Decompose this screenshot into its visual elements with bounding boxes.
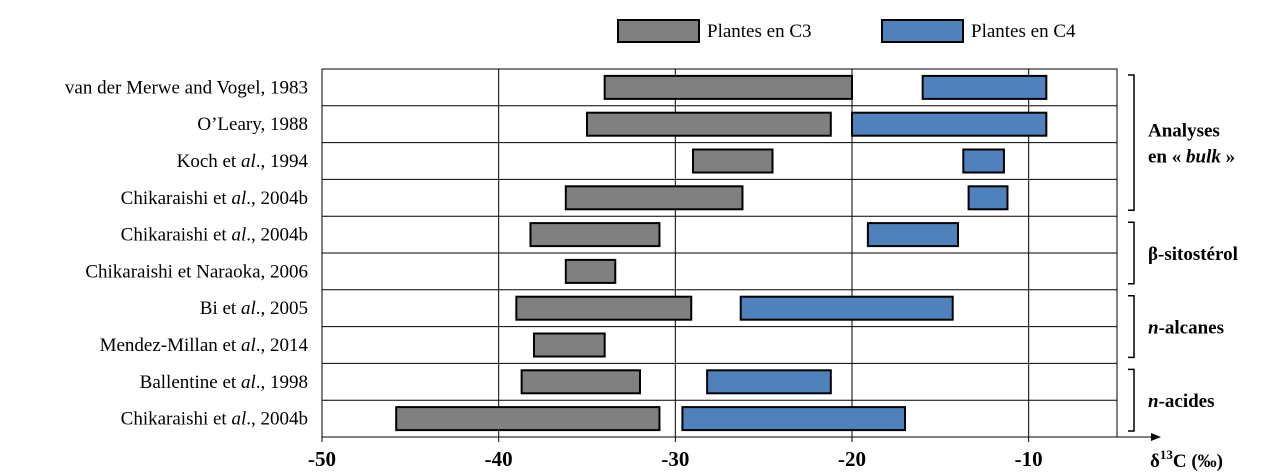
label-segment: ., 2004b (246, 225, 308, 246)
label-segment: ., 2014 (256, 335, 309, 356)
label-segment: al (231, 225, 246, 246)
category-labels: van der Merwe and Vogel, 1983 O’Leary, 19… (65, 77, 309, 429)
c4-bar (962, 148, 1005, 174)
label-segment: n (1148, 318, 1159, 339)
label-segment: -acides (1159, 391, 1215, 412)
group-label: n-acides (1148, 391, 1215, 412)
bars (395, 74, 1048, 432)
label-segment: Chikaraishi et Naraoka, 2006 (85, 261, 308, 282)
group-bracket (1128, 368, 1135, 432)
label-segment: ., 2004b (246, 188, 308, 209)
x-axis: -50 -40 -30 -20 -10 δ13C (‰) (308, 433, 1223, 472)
c3-bar (603, 74, 854, 100)
category-label: van der Merwe and Vogel, 1983 (65, 77, 308, 98)
c3-bar (395, 406, 661, 432)
label-segment: al (231, 188, 246, 209)
label-segment: al (241, 335, 256, 356)
category-label: Chikaraishi et Naraoka, 2006 (85, 261, 308, 282)
x-axis-arrow (1151, 433, 1161, 441)
c4-bar (967, 185, 1009, 211)
legend-label: Plantes en C3 (707, 21, 812, 42)
category-label: O’Leary, 1988 (197, 114, 308, 135)
c3-bar (564, 258, 617, 284)
label-segment: » (1221, 147, 1235, 168)
label-segment: Chikaraishi et (121, 225, 232, 246)
category-label: Mendez-Millan et al., 2014 (100, 335, 309, 356)
c3-bar (586, 111, 832, 137)
c3-bar (564, 185, 744, 211)
group-label: β-sitostérol (1148, 244, 1238, 265)
label-segment: ., 2004b (246, 409, 308, 430)
category-label: Koch et al., 1994 (177, 151, 309, 172)
c3-bar (529, 222, 661, 248)
label-segment: Koch et (177, 151, 241, 172)
label-segment: n (1148, 391, 1159, 412)
label-segment: Ballentine et (140, 372, 241, 393)
category-label: Chikaraishi et al., 2004b (121, 409, 308, 430)
legend-swatch (617, 19, 700, 43)
label-segment: en « (1148, 147, 1186, 168)
legend-label: Plantes en C4 (971, 21, 1076, 42)
category-label: Chikaraishi et al., 2004b (121, 225, 308, 246)
label-segment: bulk (1186, 147, 1221, 168)
label-segment: al (241, 372, 256, 393)
x-tick-label: -10 (1015, 447, 1043, 471)
grid (321, 68, 1118, 438)
c3-bar (533, 332, 606, 358)
c4-bar (706, 369, 832, 395)
category-label: Chikaraishi et al., 2004b (121, 188, 308, 209)
label-segment: Bi et (200, 298, 241, 319)
c4-bar (921, 74, 1048, 100)
x-axis-title-rest: C (‰) (1173, 451, 1223, 472)
label-segment: ., 1994 (256, 151, 309, 172)
label-segment: al (241, 298, 256, 319)
label-segment: ., 1998 (256, 372, 308, 393)
legend: Plantes en C3 Plantes en C4 (617, 19, 1076, 43)
group-bracket (1128, 74, 1135, 211)
label-segment: O’Leary, 1988 (197, 114, 308, 135)
c4-bar (681, 406, 907, 432)
x-axis-title-sup: 13 (1160, 447, 1174, 462)
group-label: Analyses (1148, 121, 1220, 142)
x-tick-label: -40 (485, 447, 513, 471)
c4-bar (739, 295, 954, 321)
label-segment: Mendez-Millan et (100, 335, 241, 356)
c4-bar (851, 111, 1048, 137)
legend-swatch (881, 19, 964, 43)
group-bracket (1128, 295, 1135, 359)
label-segment: Chikaraishi et (121, 188, 232, 209)
group-label: en « bulk » (1148, 147, 1235, 168)
label-segment: β-sitostérol (1148, 244, 1238, 265)
label-segment: Chikaraishi et (121, 409, 232, 430)
x-axis-title-main: δ (1150, 451, 1160, 472)
label-segment: -alcanes (1159, 318, 1224, 339)
c4-bar (866, 222, 960, 248)
c3-bar (515, 295, 693, 321)
c3-bar (520, 369, 642, 395)
group-bracket (1128, 221, 1135, 285)
label-segment: al (241, 151, 256, 172)
x-axis-title: δ13C (‰) (1150, 447, 1223, 472)
c3-bar (692, 148, 774, 174)
label-segment: al (231, 409, 246, 430)
x-tick-label: -50 (308, 447, 336, 471)
category-label: Ballentine et al., 1998 (140, 372, 308, 393)
group-label: n-alcanes (1148, 318, 1224, 339)
category-label: Bi et al., 2005 (200, 298, 308, 319)
label-segment: Analyses (1148, 121, 1220, 142)
label-segment: ., 2005 (256, 298, 308, 319)
label-segment: van der Merwe and Vogel, 1983 (65, 77, 308, 98)
x-tick-label: -30 (661, 447, 689, 471)
x-tick-label: -20 (838, 447, 866, 471)
